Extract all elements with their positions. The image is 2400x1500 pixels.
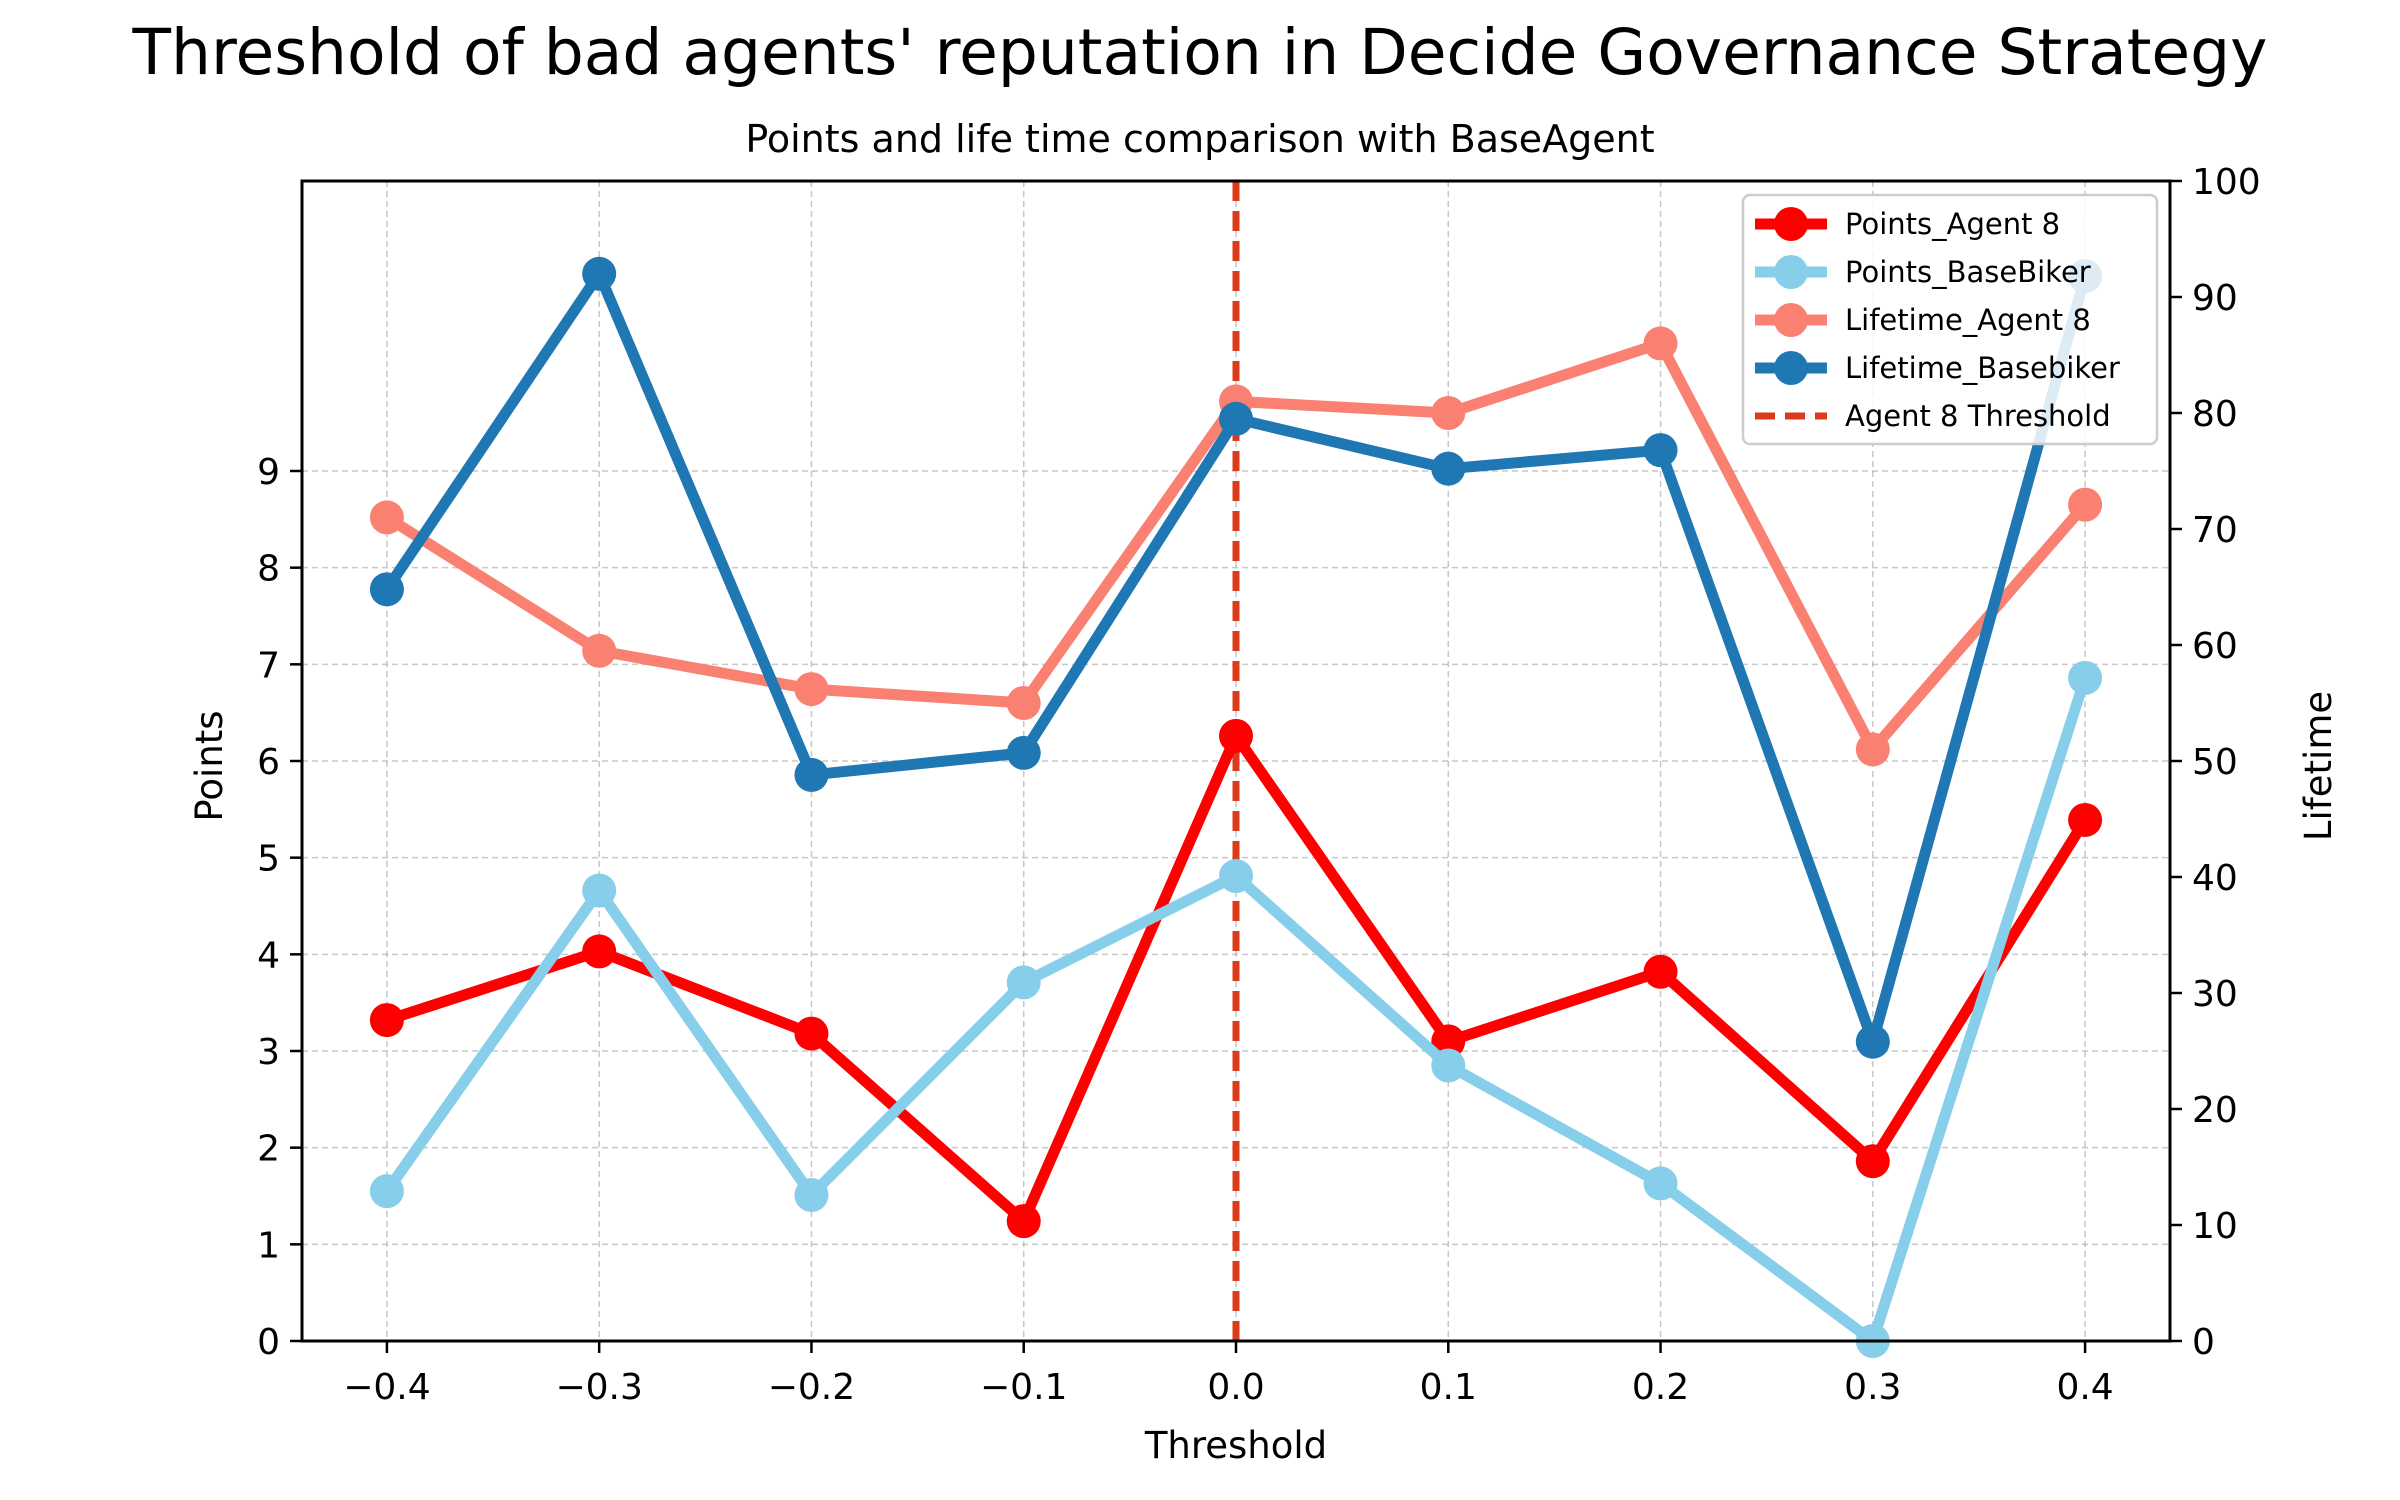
x-axis-ticks: −0.4 −0.3 −0.2 −0.1 0.0 0.1 0.2 0.3 0.4 [343, 1341, 2114, 1408]
y-tick-label: 3 [257, 1032, 280, 1073]
data-point [1006, 965, 1041, 1000]
data-point [794, 1016, 829, 1051]
data-point [582, 934, 617, 969]
legend-label: Agent 8 Threshold [1845, 399, 2111, 433]
y-tick-label: 1 [257, 1225, 280, 1266]
data-point [582, 633, 617, 668]
series-group [369, 256, 2103, 1358]
legend-label: Points_Agent 8 [1845, 207, 2060, 241]
legend-swatch-marker [1774, 303, 1808, 337]
x-tick-label: −0.2 [768, 1367, 855, 1408]
x-tick-label: 0.0 [1207, 1367, 1264, 1408]
y-tick-label: 7 [257, 645, 280, 686]
legend: Points_Agent 8 Points_BaseBiker Lifetime_A… [1741, 193, 2159, 446]
y2-axis-label: Lifetime [2297, 691, 2340, 841]
data-point [582, 873, 617, 908]
chart-title: Threshold of bad agents' reputation in D… [132, 16, 2268, 89]
data-point [369, 500, 404, 535]
plot-frame [300, 179, 2172, 1343]
legend-swatch-marker [1774, 255, 1808, 289]
data-point [1643, 1166, 1678, 1201]
data-point [1219, 401, 1253, 436]
y-axis-label: Points [188, 710, 231, 821]
data-point [1855, 1024, 1890, 1059]
series-points-agent-8 [369, 718, 2103, 1239]
data-point [794, 757, 829, 792]
data-point [1431, 451, 1466, 486]
legend-entry: Lifetime_Basebiker [1755, 351, 2120, 385]
data-point [2068, 660, 2103, 695]
y2-tick-label: 20 [2192, 1090, 2238, 1131]
data-point [794, 1178, 829, 1213]
y2-axis-ticks: 0 10 20 30 40 50 60 70 80 90 100 [2170, 162, 2261, 1363]
data-point [2068, 487, 2103, 522]
data-point [369, 1003, 404, 1038]
x-tick-label: −0.4 [343, 1367, 430, 1408]
legend-entry: Points_Agent 8 [1755, 207, 2060, 241]
data-point [1643, 954, 1678, 989]
y2-tick-label: 10 [2192, 1206, 2238, 1247]
series-lifetime-agent-8 [369, 326, 2103, 767]
data-point [1431, 1048, 1466, 1083]
data-point [369, 572, 404, 607]
chart-subtitle: Points and life time comparison with Bas… [745, 117, 1654, 161]
x-axis-label: Threshold [1144, 1424, 1327, 1467]
data-point [794, 672, 829, 707]
y-axis-ticks: 0 1 2 3 4 5 6 7 8 9 [257, 452, 302, 1363]
y2-tick-label: 60 [2192, 626, 2238, 667]
legend-box [1741, 193, 2159, 446]
data-point [369, 1174, 404, 1209]
legend-entry: Agent 8 Threshold [1755, 399, 2111, 433]
data-point [1855, 1144, 1890, 1179]
y2-tick-label: 30 [2192, 974, 2238, 1015]
y2-tick-label: 50 [2192, 742, 2238, 783]
y-tick-label: 8 [257, 549, 280, 590]
data-point [1855, 732, 1890, 767]
data-point [1431, 1024, 1466, 1059]
legend-swatch-marker [1774, 351, 1808, 385]
y-tick-label: 2 [257, 1129, 280, 1170]
y2-tick-label: 40 [2192, 858, 2238, 899]
data-point [1643, 433, 1678, 468]
y-tick-label: 6 [257, 742, 280, 783]
y2-tick-label: 80 [2192, 394, 2238, 435]
data-point [1006, 1204, 1041, 1239]
y-tick-label: 5 [257, 839, 280, 880]
data-point [1219, 859, 1253, 894]
data-point [1219, 718, 1253, 753]
y2-tick-label: 0 [2192, 1322, 2215, 1363]
x-tick-label: 0.1 [1420, 1367, 1477, 1408]
legend-swatch-marker [1774, 207, 1808, 241]
legend-label: Points_BaseBiker [1845, 255, 2091, 289]
data-point [1006, 686, 1041, 720]
legend-label: Lifetime_Agent 8 [1845, 303, 2091, 337]
legend-entry: Points_BaseBiker [1755, 255, 2091, 289]
y2-tick-label: 100 [2192, 162, 2261, 203]
y2-tick-label: 70 [2192, 510, 2238, 551]
data-point [1643, 326, 1678, 361]
x-tick-label: −0.1 [980, 1367, 1067, 1408]
data-point [1431, 396, 1466, 430]
y-tick-label: 4 [257, 935, 280, 976]
x-tick-label: 0.3 [1844, 1367, 1901, 1408]
data-point [582, 256, 617, 291]
series-lifetime-basebiker [369, 256, 2103, 1059]
y2-tick-label: 90 [2192, 278, 2238, 319]
y-tick-label: 9 [257, 452, 280, 493]
x-tick-label: 0.4 [2056, 1367, 2113, 1408]
data-point [1006, 735, 1041, 770]
x-tick-label: 0.2 [1632, 1367, 1689, 1408]
y-tick-label: 0 [257, 1322, 280, 1363]
legend-label: Lifetime_Basebiker [1845, 351, 2120, 385]
data-point [2068, 802, 2103, 837]
x-tick-label: −0.3 [555, 1367, 642, 1408]
legend-entry: Lifetime_Agent 8 [1755, 303, 2091, 337]
